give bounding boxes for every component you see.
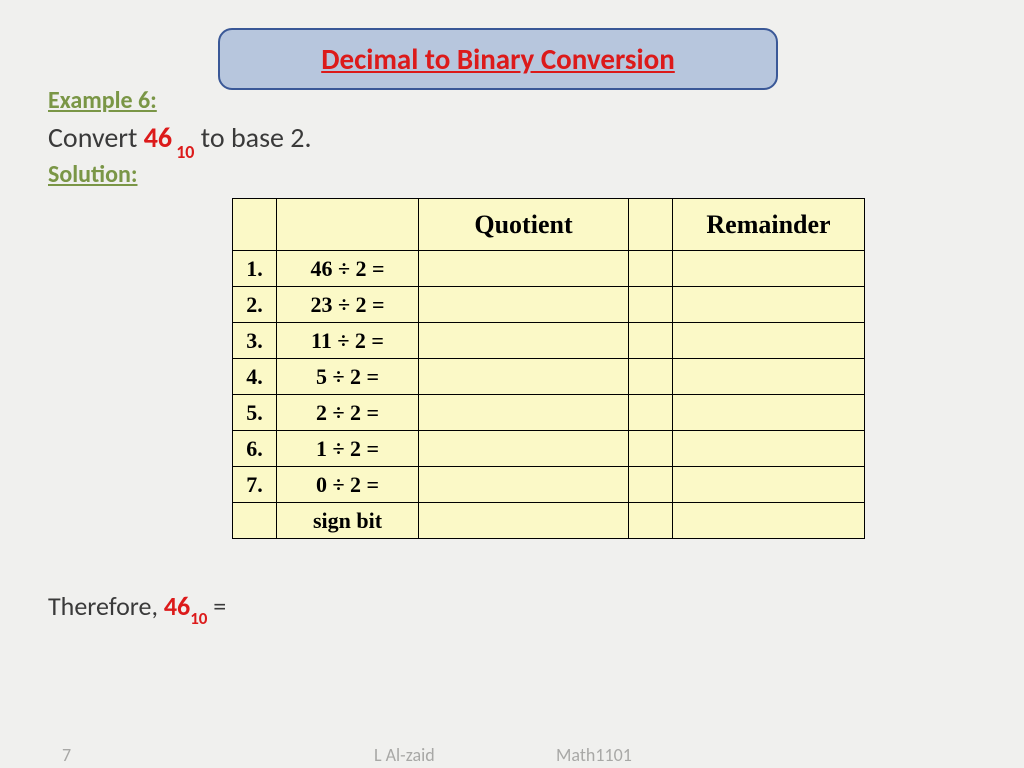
therefore-subscript: 10 [190,608,207,629]
table-row: 4.5 ÷ 2 = [233,359,865,395]
course-code: Math1101 [556,744,632,766]
row-expression: 0 ÷ 2 = [277,467,419,503]
table-row: 5.2 ÷ 2 = [233,395,865,431]
therefore-prefix: Therefore, [48,590,164,622]
header-blank-2 [277,199,419,251]
row-index [233,503,277,539]
row-remainder [673,395,865,431]
row-expression: 11 ÷ 2 = [277,323,419,359]
row-quotient [419,287,629,323]
convert-subscript: 10 [172,141,194,163]
convert-prefix: Convert [48,120,144,155]
header-blank-3 [629,199,673,251]
author-name: L Al-zaid [374,744,435,766]
row-gap [629,359,673,395]
table-row: sign bit [233,503,865,539]
table-header-row: Quotient Remainder [233,199,865,251]
row-quotient [419,251,629,287]
row-expression: 46 ÷ 2 = [277,251,419,287]
page-number: 7 [62,744,71,766]
row-index: 7. [233,467,277,503]
therefore-line: Therefore, 4610 = [48,590,226,626]
table-row: 1.46 ÷ 2 = [233,251,865,287]
row-expression: 1 ÷ 2 = [277,431,419,467]
header-quotient: Quotient [419,199,629,251]
therefore-number: 46 [164,590,190,622]
row-quotient [419,431,629,467]
row-quotient [419,503,629,539]
row-remainder [673,467,865,503]
header-blank-1 [233,199,277,251]
row-index: 2. [233,287,277,323]
row-remainder [673,359,865,395]
row-index: 4. [233,359,277,395]
therefore-suffix: = [207,590,226,622]
table-row: 2.23 ÷ 2 = [233,287,865,323]
row-index: 5. [233,395,277,431]
header-remainder: Remainder [673,199,865,251]
row-gap [629,503,673,539]
row-expression: 2 ÷ 2 = [277,395,419,431]
convert-suffix: to base 2. [194,120,311,155]
row-gap [629,467,673,503]
table-row: 6.1 ÷ 2 = [233,431,865,467]
row-quotient [419,323,629,359]
row-index: 1. [233,251,277,287]
row-remainder [673,287,865,323]
example-label: Example 6: [48,86,157,115]
row-quotient [419,359,629,395]
table-row: 7.0 ÷ 2 = [233,467,865,503]
row-remainder [673,323,865,359]
row-index: 6. [233,431,277,467]
row-index: 3. [233,323,277,359]
conversion-table: Quotient Remainder 1.46 ÷ 2 =2.23 ÷ 2 =3… [232,198,865,539]
row-gap [629,251,673,287]
row-expression: 5 ÷ 2 = [277,359,419,395]
row-remainder [673,431,865,467]
solution-label: Solution: [48,160,137,189]
row-gap [629,431,673,467]
row-expression: 23 ÷ 2 = [277,287,419,323]
problem-statement: Convert 46 10 to base 2. [48,120,312,159]
row-gap [629,395,673,431]
row-expression: sign bit [277,503,419,539]
row-remainder [673,251,865,287]
row-gap [629,287,673,323]
row-remainder [673,503,865,539]
row-gap [629,323,673,359]
table-row: 3.11 ÷ 2 = [233,323,865,359]
convert-number: 46 [144,120,172,155]
row-quotient [419,395,629,431]
page-title: Decimal to Binary Conversion [321,41,675,77]
row-quotient [419,467,629,503]
title-callout: Decimal to Binary Conversion [218,28,778,90]
